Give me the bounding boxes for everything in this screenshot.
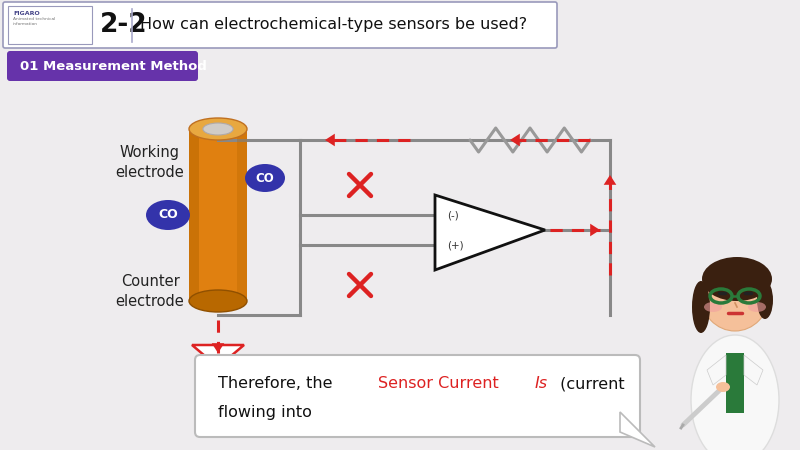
Ellipse shape <box>701 259 769 331</box>
Text: information: information <box>13 22 38 26</box>
Polygon shape <box>192 345 244 367</box>
Polygon shape <box>604 175 616 185</box>
Ellipse shape <box>748 302 766 312</box>
Bar <box>189 129 247 301</box>
FancyBboxPatch shape <box>7 51 198 81</box>
Text: Is: Is <box>535 377 548 392</box>
Polygon shape <box>707 355 726 385</box>
Ellipse shape <box>189 290 247 312</box>
Text: How can electrochemical-type sensors be used?: How can electrochemical-type sensors be … <box>140 18 527 32</box>
Text: Counter
electrode: Counter electrode <box>116 274 184 309</box>
FancyBboxPatch shape <box>195 355 640 437</box>
Ellipse shape <box>692 281 710 333</box>
Text: (current: (current <box>555 377 625 392</box>
FancyBboxPatch shape <box>3 2 557 48</box>
Text: Therefore, the: Therefore, the <box>218 377 338 392</box>
Text: Animated technical: Animated technical <box>13 17 55 21</box>
Polygon shape <box>212 343 224 353</box>
Text: flowing into: flowing into <box>218 405 312 419</box>
Polygon shape <box>590 224 600 236</box>
Polygon shape <box>435 195 545 270</box>
Ellipse shape <box>189 118 247 140</box>
Text: 2-2: 2-2 <box>100 12 148 38</box>
Text: CO: CO <box>256 171 274 184</box>
Text: CO: CO <box>158 208 178 221</box>
Bar <box>237 129 247 301</box>
Ellipse shape <box>702 257 772 301</box>
Bar <box>189 129 199 301</box>
Text: (+): (+) <box>447 241 464 251</box>
Text: FIGARO: FIGARO <box>13 11 40 16</box>
Text: Working
electrode: Working electrode <box>116 145 184 180</box>
Polygon shape <box>325 134 335 146</box>
Ellipse shape <box>203 123 233 135</box>
Ellipse shape <box>245 164 285 192</box>
Polygon shape <box>620 412 655 447</box>
Polygon shape <box>744 355 763 385</box>
Ellipse shape <box>757 281 773 319</box>
Ellipse shape <box>704 302 722 312</box>
Ellipse shape <box>716 382 730 392</box>
Text: Sensor Current: Sensor Current <box>378 377 504 392</box>
Polygon shape <box>510 134 520 146</box>
Bar <box>726 353 744 413</box>
Ellipse shape <box>691 335 779 450</box>
Text: (-): (-) <box>447 211 458 221</box>
Ellipse shape <box>146 200 190 230</box>
Text: 01 Measurement Method: 01 Measurement Method <box>20 59 207 72</box>
FancyBboxPatch shape <box>8 6 92 44</box>
